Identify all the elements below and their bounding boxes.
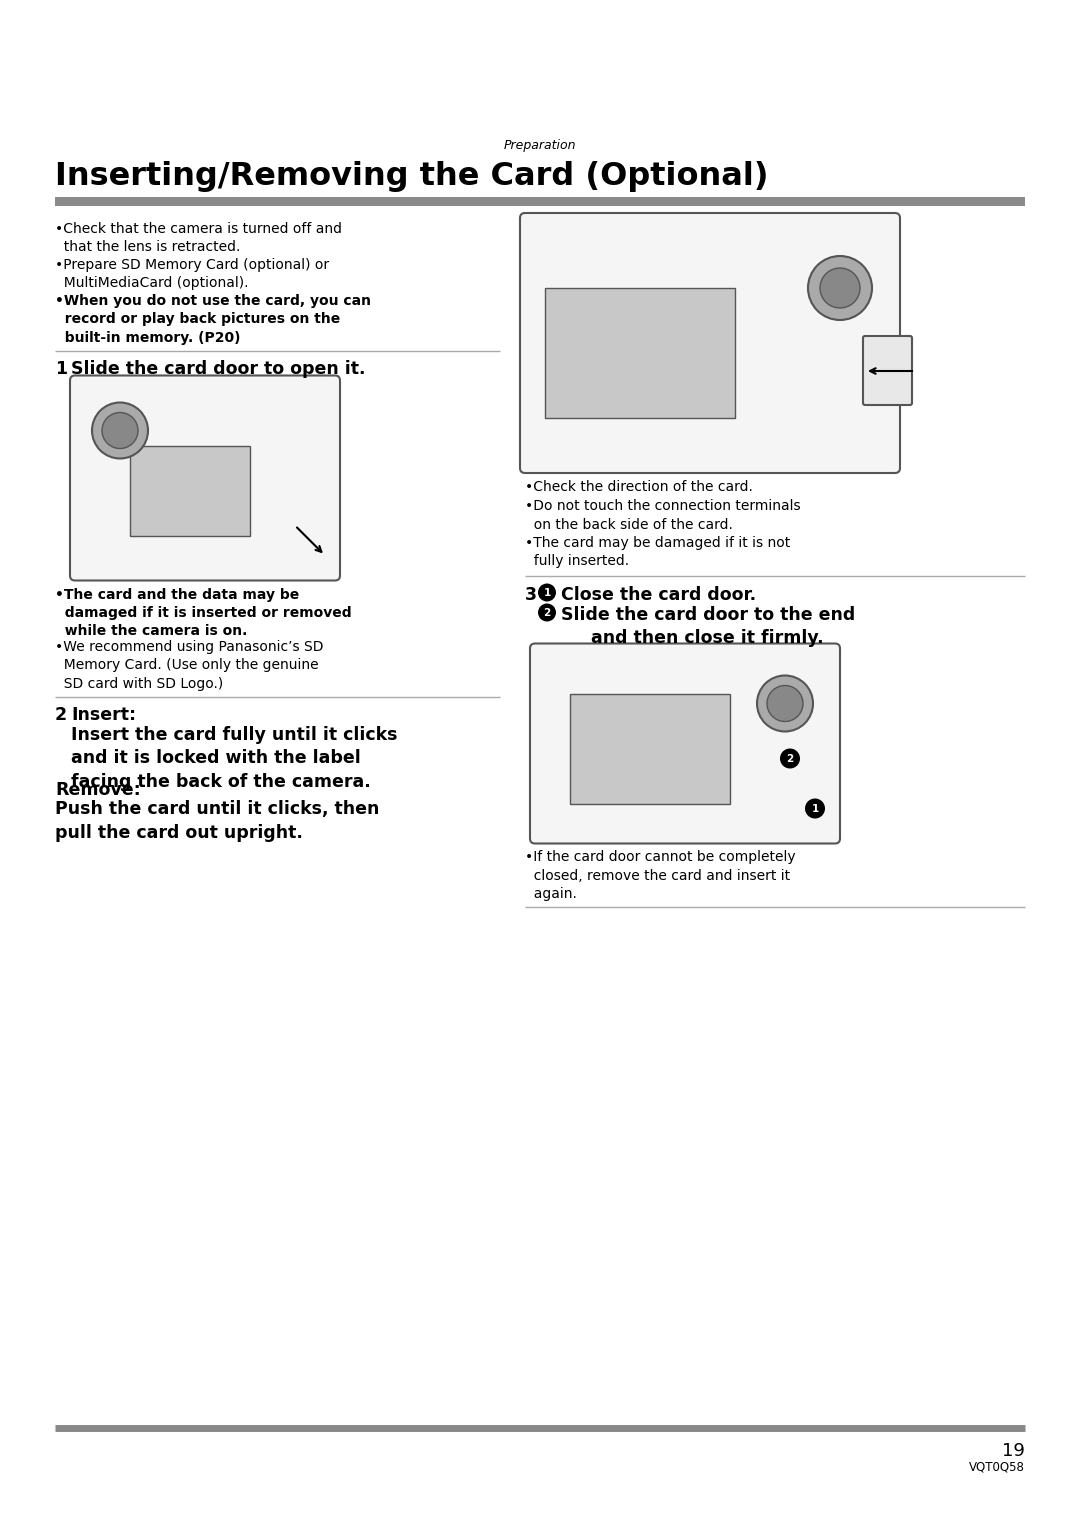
Text: •We recommend using Panasonic’s SD
  Memory Card. (Use only the genuine
  SD car: •We recommend using Panasonic’s SD Memor… [55,639,324,691]
FancyBboxPatch shape [130,446,249,536]
Text: •If the card door cannot be completely
  closed, remove the card and insert it
 : •If the card door cannot be completely c… [525,850,796,902]
Text: 1: 1 [811,804,819,813]
Bar [55,197,1025,206]
Text: Inserting/Removing the Card (Optional): Inserting/Removing the Card (Optional) [55,162,769,192]
Text: •Prepare SD Memory Card (optional) or
  MultiMediaCard (optional).: •Prepare SD Memory Card (optional) or Mu… [55,258,329,290]
FancyBboxPatch shape [570,693,730,804]
Text: 2: 2 [543,607,551,618]
Circle shape [92,403,148,458]
FancyBboxPatch shape [545,288,735,418]
Text: •Do not touch the connection terminals
  on the back side of the card.: •Do not touch the connection terminals o… [525,499,800,533]
Text: •When you do not use the card, you can
  record or play back pictures on the
  b: •When you do not use the card, you can r… [55,295,372,345]
FancyBboxPatch shape [530,644,840,844]
FancyBboxPatch shape [70,375,340,580]
Circle shape [538,603,556,621]
Circle shape [757,676,813,731]
Text: VQT0Q58: VQT0Q58 [969,1460,1025,1473]
Circle shape [767,685,804,722]
Text: Close the card door.: Close the card door. [561,586,756,603]
Text: 1: 1 [55,360,67,378]
Circle shape [805,798,825,818]
Circle shape [808,256,872,320]
Circle shape [780,748,800,769]
Text: Slide the card door to open it.: Slide the card door to open it. [71,360,365,378]
Text: •The card may be damaged if it is not
  fully inserted.: •The card may be damaged if it is not fu… [525,536,791,568]
Circle shape [820,269,860,308]
Text: Remove:: Remove: [55,781,140,800]
Circle shape [102,412,138,449]
FancyBboxPatch shape [519,214,900,473]
Text: 3: 3 [525,586,537,603]
Text: •The card and the data may be
  damaged if it is inserted or removed
  while the: •The card and the data may be damaged if… [55,588,352,638]
FancyBboxPatch shape [863,336,912,404]
Text: 1: 1 [543,588,551,598]
Text: 2: 2 [55,707,67,725]
Text: •Check that the camera is turned off and
  that the lens is retracted.: •Check that the camera is turned off and… [55,221,342,255]
Text: 2: 2 [786,754,794,763]
Text: Insert the card fully until it clicks
and it is locked with the label
facing the: Insert the card fully until it clicks an… [71,725,397,790]
Circle shape [538,583,556,601]
Text: •Check the direction of the card.: •Check the direction of the card. [525,481,753,494]
Text: Preparation: Preparation [503,139,577,153]
Text: 19: 19 [1002,1442,1025,1460]
Text: Slide the card door to the end
     and then close it firmly.: Slide the card door to the end and then … [561,606,855,647]
Text: Push the card until it clicks, then
pull the card out upright.: Push the card until it clicks, then pull… [55,800,379,842]
Text: Insert:: Insert: [71,707,136,725]
